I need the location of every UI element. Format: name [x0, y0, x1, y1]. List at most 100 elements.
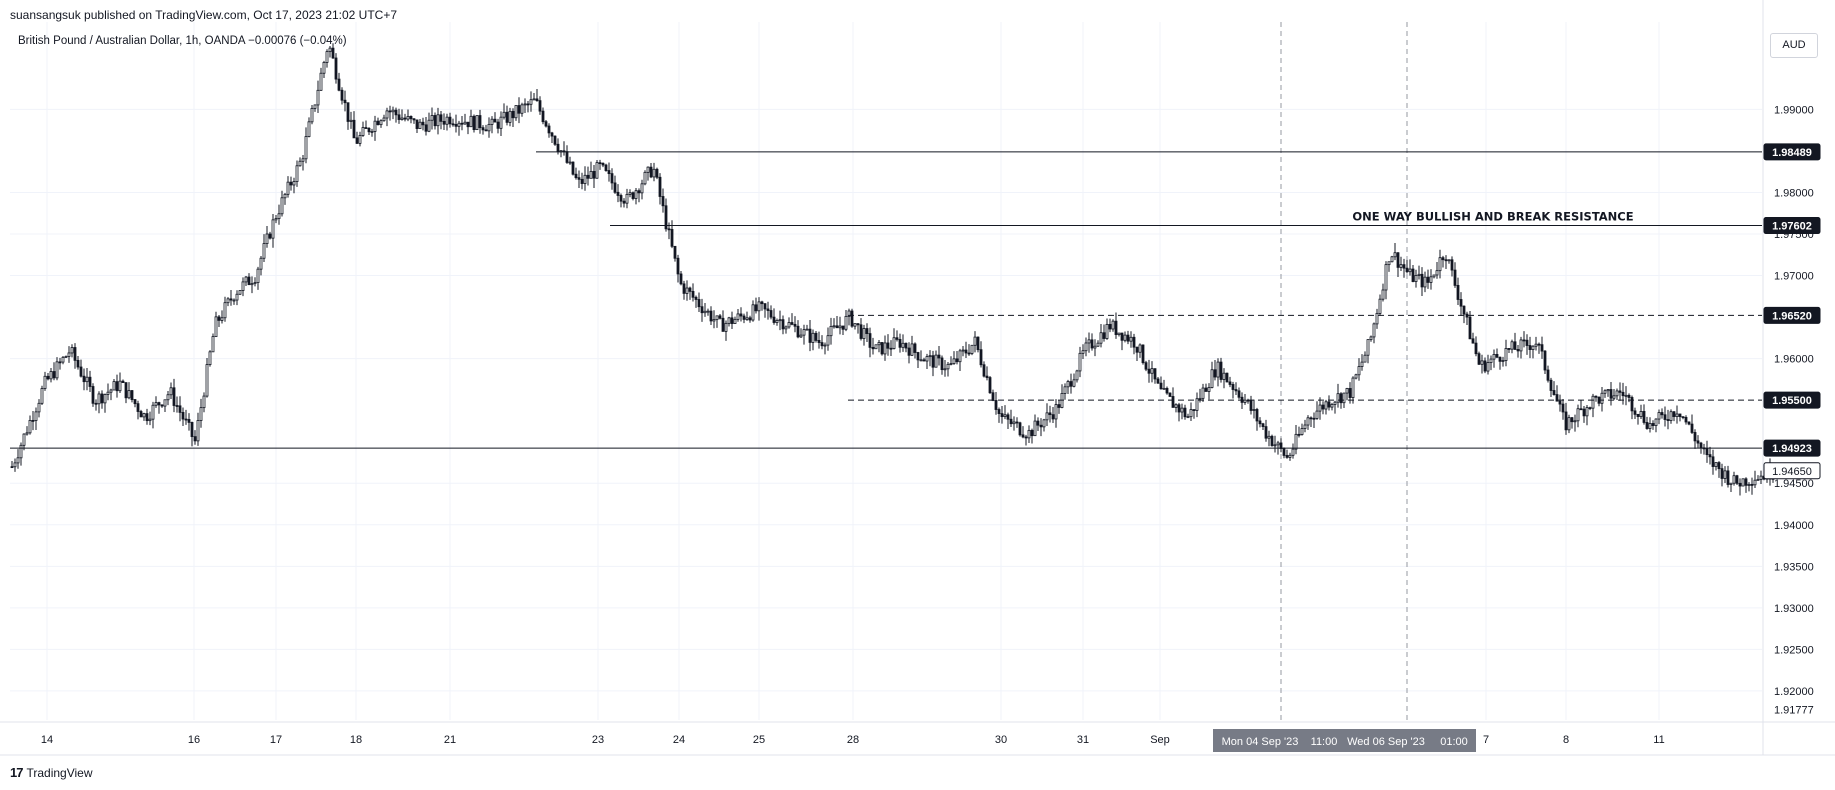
candle: [130, 390, 134, 403]
candle-body: [1363, 354, 1367, 363]
candle: [1714, 462, 1718, 471]
candle-body: [1369, 336, 1373, 341]
candle: [1009, 409, 1013, 427]
candle: [1438, 249, 1442, 279]
candle-body: [1732, 475, 1736, 484]
candle: [1072, 373, 1076, 388]
candle: [1498, 356, 1502, 370]
candle-body: [1714, 462, 1718, 467]
candle-body: [199, 407, 203, 421]
candle: [724, 320, 728, 341]
candle: [793, 316, 797, 333]
candle-body: [1498, 356, 1502, 362]
candle-body: [241, 281, 245, 291]
candle: [925, 353, 929, 370]
candle: [718, 314, 722, 320]
candle-body: [1192, 409, 1196, 411]
y-tick-label: 1.93000: [1774, 603, 1814, 615]
candle-body: [679, 273, 683, 285]
candle-body: [946, 363, 950, 370]
candle: [343, 90, 347, 112]
candle-body: [304, 136, 308, 160]
candle: [841, 325, 845, 336]
candle-body: [91, 386, 95, 404]
candle: [1153, 368, 1157, 384]
candle-body: [1258, 420, 1262, 425]
candle-body: [1474, 342, 1478, 355]
x-tick-label: Sep: [1150, 734, 1170, 746]
candle: [1270, 434, 1274, 447]
candle: [571, 161, 575, 176]
candle: [637, 188, 641, 203]
candle: [919, 350, 923, 362]
currency-button[interactable]: AUD: [1770, 33, 1818, 58]
candle: [880, 342, 884, 356]
y-tick-label: 1.97000: [1774, 271, 1814, 283]
candle-body: [772, 316, 776, 323]
candle: [964, 341, 968, 358]
candle-body: [1384, 264, 1388, 291]
candle-body: [244, 276, 248, 283]
candle-body: [370, 131, 374, 133]
candle: [751, 300, 755, 322]
candle: [991, 389, 995, 402]
candle: [1228, 376, 1232, 388]
candle-body: [1753, 479, 1757, 486]
candle: [1165, 386, 1169, 395]
candle-body: [1483, 360, 1487, 372]
candle: [958, 348, 962, 372]
candle: [220, 310, 224, 324]
candle: [1507, 348, 1511, 354]
candle: [1564, 402, 1568, 435]
candle: [787, 317, 791, 329]
candle-body: [1564, 411, 1568, 431]
candle-body: [673, 245, 677, 259]
candle-body: [955, 358, 959, 363]
x-tick-label: 8: [1563, 734, 1569, 746]
candle: [484, 124, 488, 132]
candle: [1606, 388, 1610, 397]
candle-body: [469, 115, 473, 128]
candle: [505, 105, 509, 126]
candle: [1408, 259, 1412, 276]
candle: [565, 145, 569, 164]
candle: [1444, 255, 1448, 269]
candle: [616, 184, 620, 203]
tradingview-footer[interactable]: 17 TradingView: [10, 765, 93, 780]
candle-body: [862, 328, 866, 339]
candle: [1156, 377, 1160, 384]
candle-body: [1138, 344, 1142, 353]
candle-body: [139, 411, 143, 418]
candle-body: [409, 116, 413, 120]
candle: [1333, 400, 1337, 414]
candle: [1552, 381, 1556, 396]
candle: [367, 127, 371, 136]
candle: [1588, 406, 1592, 411]
candle: [622, 198, 626, 208]
candle-body: [1270, 435, 1274, 446]
candle: [1291, 443, 1295, 459]
candle: [1591, 393, 1595, 418]
candle-body: [1357, 366, 1361, 376]
candle-body: [355, 137, 359, 144]
x-tick-label: 31: [1077, 734, 1089, 746]
candle-body: [985, 375, 989, 378]
candle-body: [574, 173, 578, 179]
candle: [76, 355, 80, 370]
candle: [1516, 345, 1520, 358]
candle-body: [811, 332, 815, 343]
candle: [604, 163, 608, 172]
candle-body: [670, 229, 674, 247]
candle-body: [250, 283, 254, 286]
candle-body: [1414, 275, 1418, 282]
candle-body: [103, 394, 107, 404]
candle-body: [430, 115, 434, 121]
candle: [544, 120, 548, 128]
candle-body: [532, 98, 536, 101]
candle-body: [1210, 369, 1214, 388]
candle-body: [46, 375, 50, 380]
candle-body: [958, 350, 962, 363]
candle-body: [1084, 342, 1088, 352]
candle-body: [367, 127, 371, 133]
